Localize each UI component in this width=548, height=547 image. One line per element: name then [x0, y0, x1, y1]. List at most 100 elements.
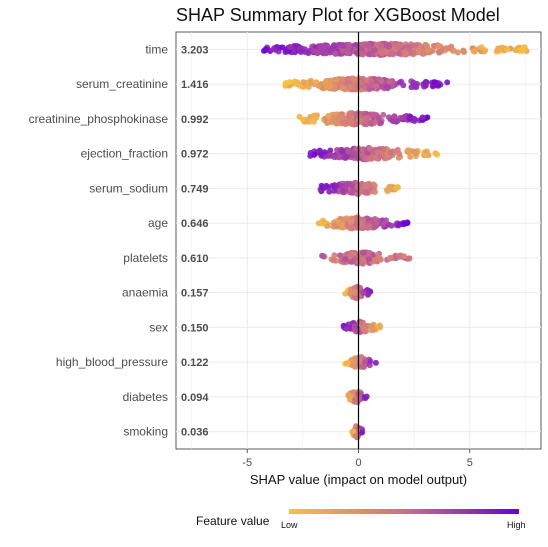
shap-point [387, 254, 394, 261]
shap-point [373, 83, 380, 90]
shap-point [331, 187, 338, 194]
importance-value: 1.416 [181, 79, 209, 91]
shap-point [395, 222, 402, 229]
shap-point [431, 79, 438, 86]
shap-point [329, 118, 336, 125]
shap-point [383, 187, 390, 193]
shap-point [327, 83, 333, 90]
shap-point [346, 44, 352, 50]
shap-point [344, 215, 350, 222]
shap-point [363, 188, 370, 195]
shap-point [348, 219, 355, 226]
shap-point [339, 84, 346, 91]
shap-point [478, 44, 485, 51]
shap-point [344, 180, 351, 187]
feature-label: age [148, 216, 168, 230]
shap-point [379, 83, 386, 90]
shap-point [370, 327, 377, 334]
shap-point [389, 118, 396, 125]
shap-point [262, 46, 269, 53]
importance-value: 0.094 [181, 392, 209, 404]
shap-point [435, 43, 442, 50]
shap-point [445, 45, 452, 52]
shap-point [376, 153, 383, 160]
shap-point [366, 256, 373, 263]
shap-point [388, 50, 395, 57]
shap-point [307, 149, 314, 156]
shap-point [351, 289, 358, 296]
shap-point [422, 82, 429, 89]
shap-point [372, 359, 379, 366]
shap-point [504, 46, 511, 53]
shap-point [404, 148, 411, 155]
shap-point [378, 42, 385, 49]
shap-point [384, 84, 391, 91]
shap-point [353, 433, 359, 440]
shap-point [319, 49, 326, 56]
shap-point [406, 255, 412, 262]
shap-point [321, 219, 328, 226]
shap-point [331, 83, 338, 90]
x-axis-title: SHAP value (impact on model output) [250, 472, 467, 487]
shap-point [411, 83, 418, 90]
feature-label: creatinine_phosphokinase [29, 112, 169, 126]
shap-point [354, 295, 361, 302]
shap-point [342, 256, 349, 263]
shap-point [339, 76, 346, 83]
shap-point [345, 147, 352, 154]
shap-point [336, 154, 343, 161]
shap-point [349, 120, 355, 127]
shap-point [494, 47, 501, 54]
feature-labels: time 3.203 serum_creatinine 1.416 creatinine… [29, 42, 210, 438]
shap-point [460, 48, 467, 55]
shap-point [339, 41, 346, 48]
shap-point [383, 217, 389, 224]
shap-point [361, 322, 368, 329]
shap-point [332, 50, 339, 57]
shap-point [351, 83, 358, 89]
shap-point [388, 222, 395, 229]
shap-point [373, 219, 380, 226]
importance-value: 0.749 [181, 183, 209, 195]
shap-point [386, 78, 392, 85]
shap-point [310, 47, 317, 54]
shap-point [360, 364, 367, 370]
shap-point [296, 113, 303, 120]
plot-area [175, 31, 542, 450]
shap-point [305, 50, 312, 57]
shap-point [354, 328, 361, 335]
feature-points-serum_creatinine [282, 75, 451, 93]
shap-point [328, 183, 335, 189]
shap-point [364, 114, 371, 121]
shap-point [520, 44, 527, 51]
legend-low-label: Low [281, 520, 298, 530]
shap-point [359, 429, 366, 436]
shap-point [359, 249, 366, 256]
shap-point [327, 152, 334, 159]
shap-point [391, 113, 398, 120]
shap-point [360, 289, 367, 296]
shap-point [368, 120, 374, 127]
shap-point [512, 47, 519, 54]
shap-point [401, 113, 408, 120]
shap-point [279, 44, 286, 51]
shap-point [298, 49, 304, 55]
feature-label: smoking [123, 425, 168, 439]
shap-point [282, 80, 289, 86]
shap-point [319, 252, 326, 259]
shap-point [366, 51, 373, 58]
shap-point [303, 118, 310, 125]
feature-points-sex [340, 318, 384, 336]
shap-point [438, 48, 445, 55]
shap-point [354, 154, 361, 160]
shap-point [342, 290, 349, 297]
shap-point [359, 222, 366, 229]
shap-point [350, 428, 357, 435]
shap-point [294, 81, 301, 88]
shap-point [434, 151, 441, 158]
shap-point [349, 362, 356, 369]
shap-point [343, 154, 350, 160]
shap-point [347, 252, 354, 259]
shap-point [369, 111, 376, 118]
shap-point [315, 82, 322, 89]
